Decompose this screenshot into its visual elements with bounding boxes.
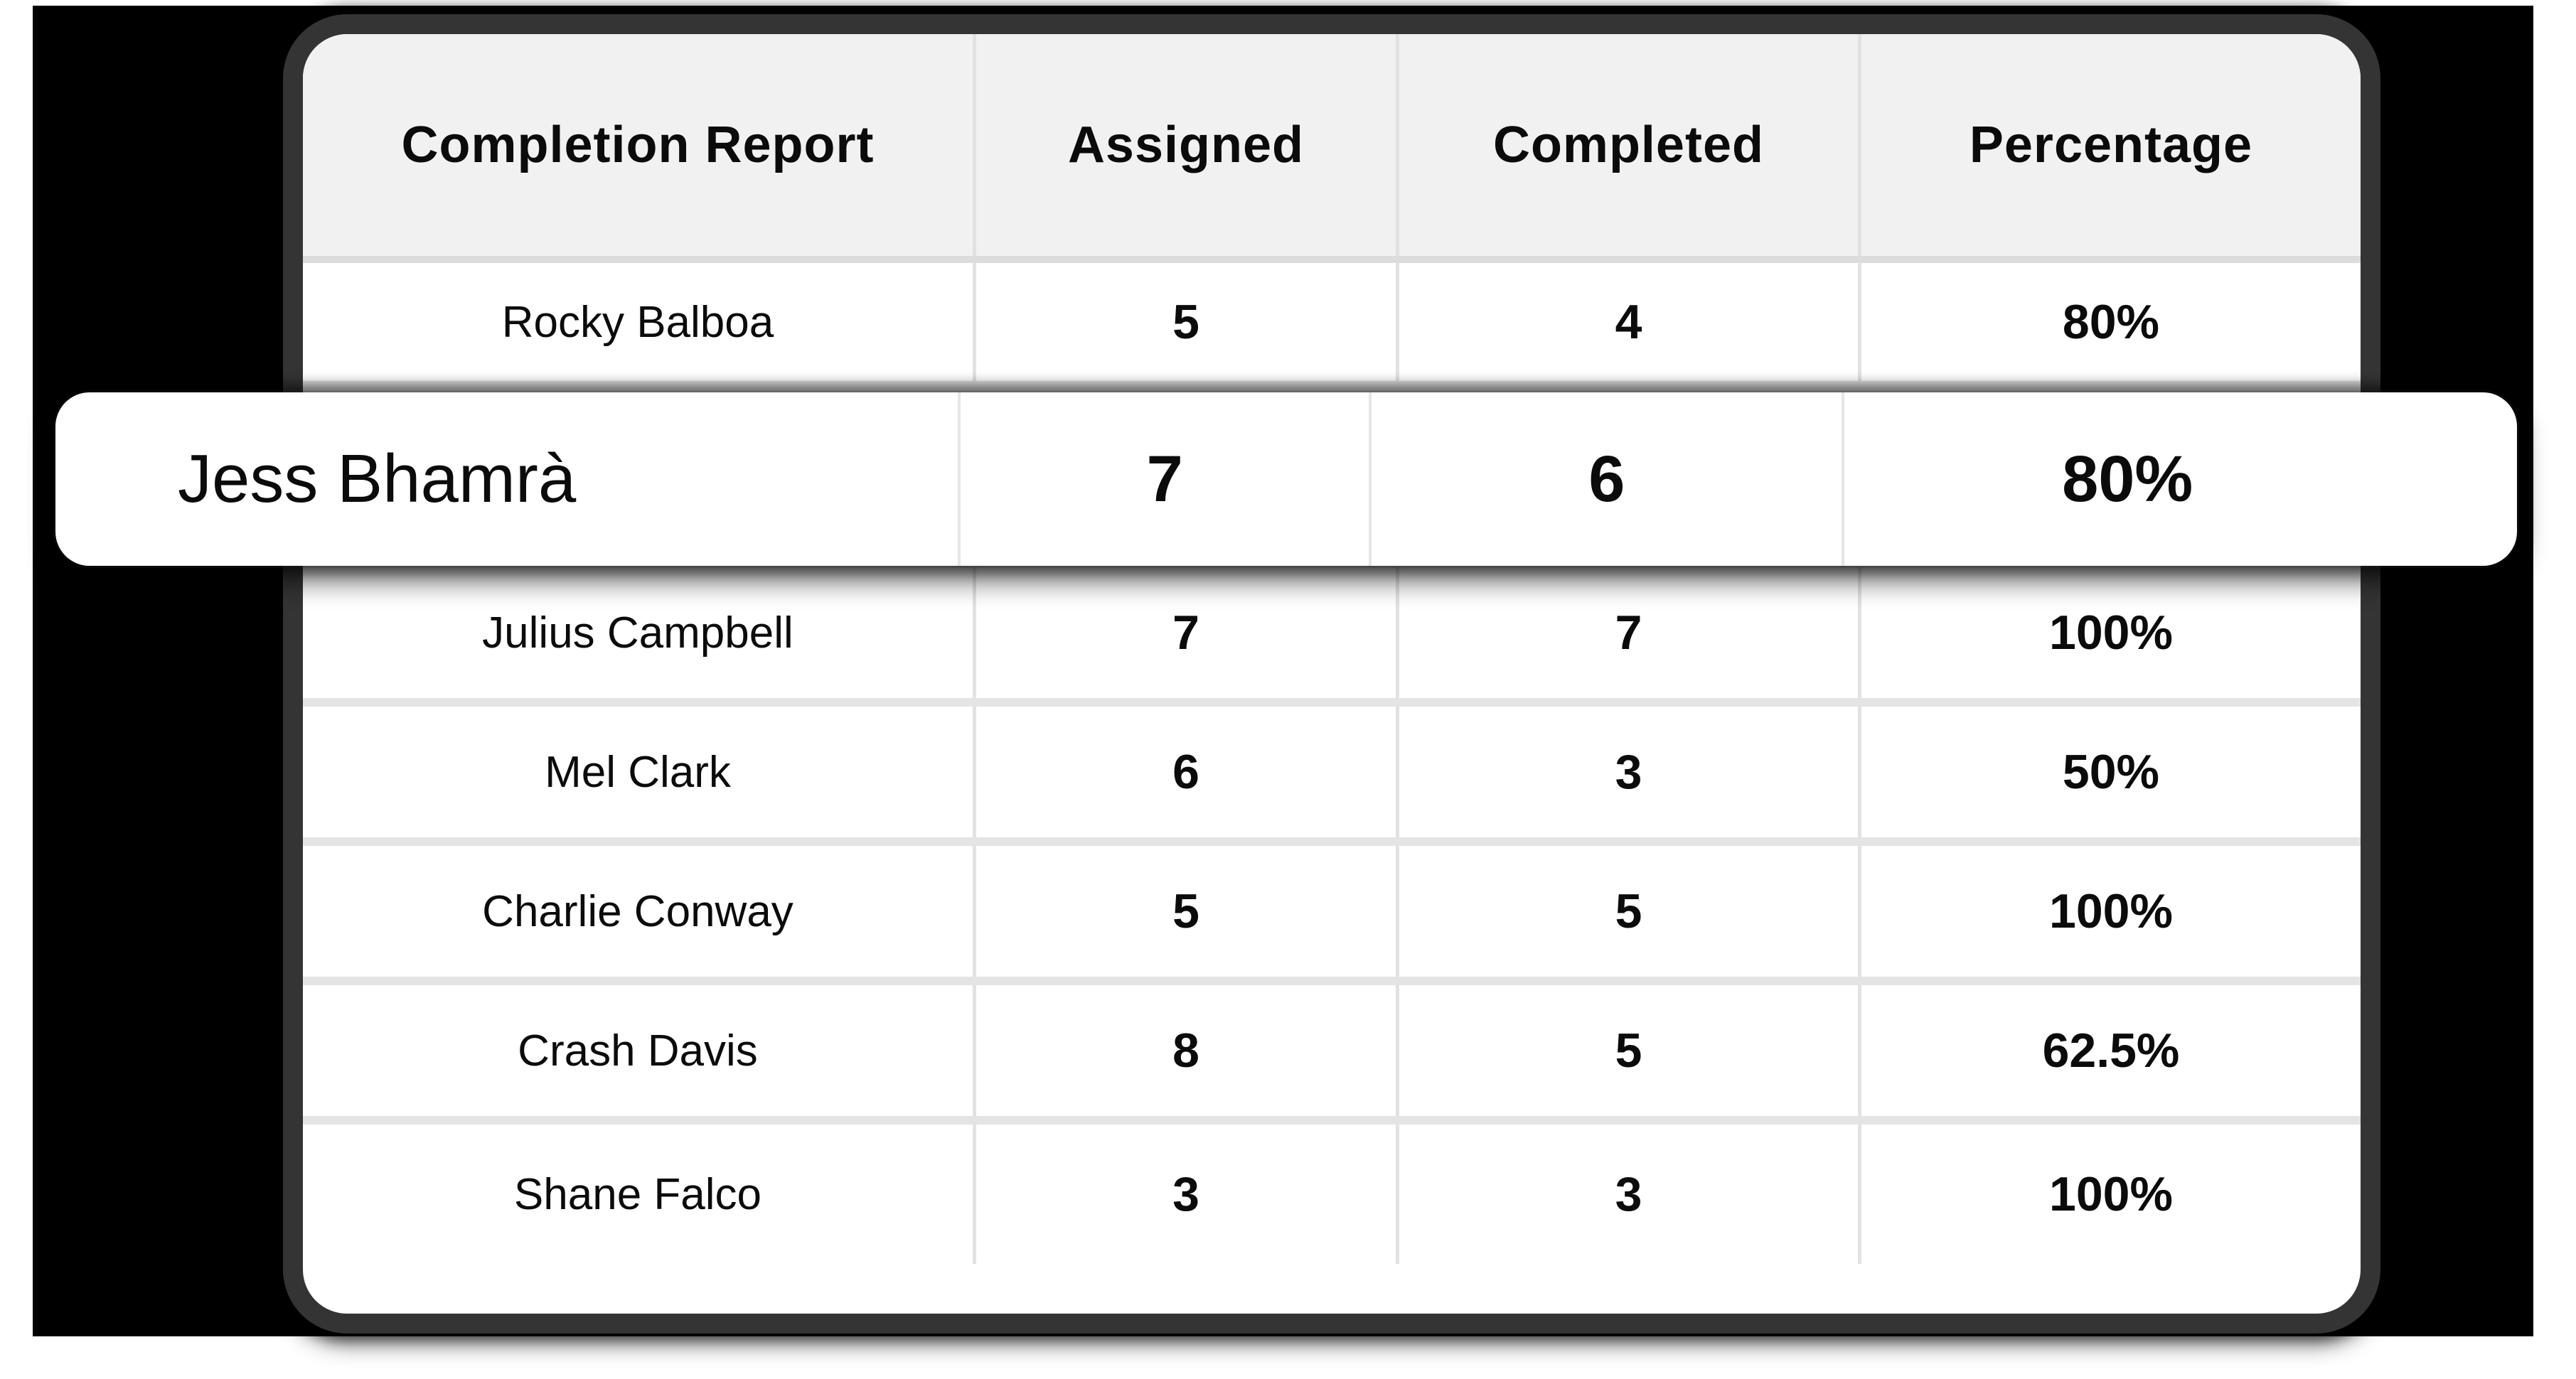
completed-cell: 6: [1369, 392, 1842, 566]
table-row-charlie-conway[interactable]: Charlie Conway 5 5 100%: [303, 846, 2361, 985]
assigned-cell: 6: [972, 707, 1396, 837]
completed-cell: 5: [1395, 985, 1858, 1116]
table-row-julius-campbell[interactable]: Julius Campbell 7 7 100%: [303, 567, 2361, 707]
highlighted-row-jess-bhamra[interactable]: Jess Bhamrà 7 6 80%: [55, 392, 2517, 566]
percentage-cell: 80%: [1842, 392, 2517, 566]
percentage-cell: 100%: [1857, 1125, 2361, 1264]
percentage-cell: 62.5%: [1857, 985, 2361, 1116]
table-row-crash-davis[interactable]: Crash Davis 8 5 62.5%: [303, 985, 2361, 1125]
name-cell: Shane Falco: [513, 1169, 762, 1219]
assigned-cell: 7: [958, 392, 1369, 566]
table-row-rocky-balboa[interactable]: Rocky Balboa 5 4 80%: [303, 263, 2361, 390]
name-cell: Mel Clark: [545, 747, 731, 797]
assigned-cell: 7: [972, 567, 1396, 698]
table-row-mel-clark[interactable]: Mel Clark 6 3 50%: [303, 707, 2361, 846]
percentage-cell: 100%: [1857, 846, 2361, 977]
assigned-cell: 5: [972, 263, 1396, 381]
name-cell: Jess Bhamrà: [178, 441, 577, 517]
completed-cell: 3: [1395, 707, 1858, 837]
table-row-shane-falco[interactable]: Shane Falco 3 3 100%: [303, 1125, 2361, 1264]
completed-cell: 3: [1395, 1125, 1858, 1264]
col-header-completion-report: Completion Report: [401, 117, 875, 173]
completed-cell: 7: [1395, 567, 1858, 698]
name-cell: Julius Campbell: [482, 608, 793, 658]
completion-report-card: Completion Report Assigned Completed Per…: [283, 14, 2380, 1334]
assigned-cell: 8: [972, 985, 1396, 1116]
name-cell: Charlie Conway: [482, 886, 793, 936]
completed-cell: 4: [1395, 263, 1858, 381]
col-header-assigned: Assigned: [972, 34, 1396, 256]
col-header-completed: Completed: [1395, 34, 1858, 256]
percentage-cell: 50%: [1857, 707, 2361, 837]
percentage-cell: 100%: [1857, 567, 2361, 698]
name-cell: Crash Davis: [518, 1026, 758, 1075]
col-header-percentage: Percentage: [1857, 34, 2361, 256]
percentage-cell: 80%: [1857, 263, 2361, 381]
name-cell: Rocky Balboa: [501, 297, 774, 347]
assigned-cell: 5: [972, 846, 1396, 977]
assigned-cell: 3: [972, 1125, 1396, 1264]
table-header-row: Completion Report Assigned Completed Per…: [303, 34, 2361, 263]
completed-cell: 5: [1395, 846, 1858, 977]
